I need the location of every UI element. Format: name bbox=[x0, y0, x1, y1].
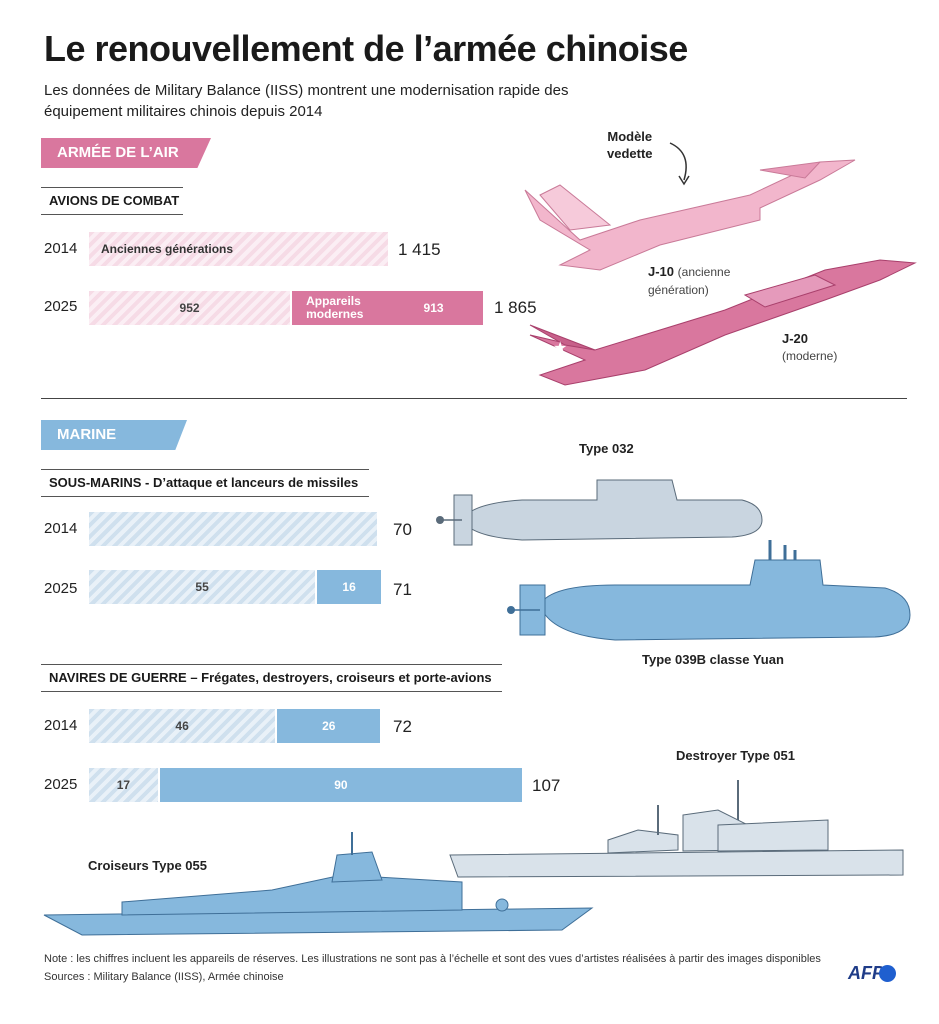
bar-submarines-2025-series0: 55 bbox=[89, 570, 316, 604]
type039b-name: Type 039B classe Yuan bbox=[642, 652, 784, 667]
section-tag-air: ARMÉE DE L’AIR bbox=[41, 138, 211, 168]
j20-label: J-20 (moderne) bbox=[782, 330, 837, 365]
j10-aircraft-illustration bbox=[524, 159, 856, 271]
total-2014-sub: 70 bbox=[393, 520, 412, 539]
section-tag-marine: MARINE bbox=[41, 420, 187, 450]
j20-aircraft-illustration: ★ bbox=[529, 259, 917, 386]
year-label-2014-ship: 2014 bbox=[44, 717, 78, 734]
bar-submarines-2025-series1: 16 bbox=[315, 570, 381, 604]
sources-text: Sources : Military Balance (IISS), Armée… bbox=[44, 971, 284, 983]
modern-aircraft-label: Appareils modernes bbox=[306, 294, 364, 321]
bar-value-label: 26 bbox=[322, 719, 336, 733]
page-subtitle: Les données de Military Balance (IISS) m… bbox=[44, 82, 569, 120]
featured-model-label: Modèle vedette bbox=[607, 128, 653, 162]
bar-combat-aircraft-2025-series0: 952 bbox=[89, 291, 291, 325]
bar-combat-aircraft-2014-series0: Anciennes générations bbox=[89, 232, 388, 266]
cruiser055-illustration bbox=[43, 832, 594, 936]
page-title: Le renouvellement de l’armée chinoise bbox=[44, 28, 688, 69]
chart-title-warships: NAVIRES DE GUERRE – Frégates, destroyers… bbox=[41, 664, 502, 692]
bar-warships-2014-series1: 26 bbox=[275, 709, 381, 743]
year-label-2025-ship: 2025 bbox=[44, 776, 78, 793]
j10-label: J-10 (ancienne génération) bbox=[648, 263, 730, 299]
type032-submarine-illustration bbox=[436, 479, 763, 546]
chart-title-submarines: SOUS-MARINS - D’attaque et lanceurs de m… bbox=[41, 469, 369, 497]
total-2025-ship: 107 bbox=[532, 776, 561, 795]
bar-combat-aircraft-2025-series1: Appareils modernes 913 bbox=[290, 291, 483, 325]
bar-warships-2014-series0: 46 bbox=[89, 709, 276, 743]
type032-label: Type 032 bbox=[579, 441, 634, 456]
year-label-2014-sub: 2014 bbox=[44, 520, 78, 537]
note-text: Note : les chiffres incluent les apparei… bbox=[44, 953, 821, 965]
bar-warships-2025-series1: 90 bbox=[157, 768, 522, 802]
j10-name: J-10 bbox=[648, 264, 675, 279]
footer-note: Note : les chiffres incluent les apparei… bbox=[44, 950, 821, 986]
year-label-2014-air: 2014 bbox=[44, 240, 78, 257]
bar-value-label: 952 bbox=[179, 301, 200, 315]
year-label-2025-sub: 2025 bbox=[44, 580, 78, 597]
destroyer051-name: Destroyer Type 051 bbox=[676, 748, 795, 763]
svg-text:★: ★ bbox=[553, 338, 567, 357]
type039b-label: Type 039B classe Yuan bbox=[642, 652, 784, 667]
destroyer051-label: Destroyer Type 051 bbox=[676, 748, 795, 763]
section-divider bbox=[41, 398, 907, 399]
bar-value-label: 46 bbox=[175, 719, 189, 733]
type039b-submarine-illustration bbox=[507, 540, 911, 641]
cruiser055-label: Croiseurs Type 055 bbox=[88, 858, 207, 873]
chart-title-combat-aircraft: AVIONS DE COMBAT bbox=[41, 187, 183, 215]
j10-desc-line1: (ancienne bbox=[677, 265, 731, 279]
year-label-2025-air: 2025 bbox=[44, 298, 78, 315]
type032-name: Type 032 bbox=[579, 441, 634, 456]
total-2025-air: 1 865 bbox=[494, 298, 537, 317]
featured-model-label-line2: vedette bbox=[607, 146, 653, 161]
destroyer051-illustration bbox=[449, 780, 904, 878]
bar-value-label: 55 bbox=[195, 580, 209, 594]
bar-value-label: 913 bbox=[423, 301, 444, 315]
total-2014-air: 1 415 bbox=[398, 240, 441, 259]
j20-desc: (moderne) bbox=[782, 349, 838, 363]
j10-desc-line2: génération) bbox=[648, 283, 709, 297]
total-2014-ship: 72 bbox=[393, 717, 412, 736]
bar-warships-2025-series0: 17 bbox=[89, 768, 158, 802]
total-2025-sub: 71 bbox=[393, 580, 412, 599]
afp-logo: AFP bbox=[848, 963, 884, 983]
cruiser055-name: Croiseurs Type 055 bbox=[88, 858, 207, 873]
j20-name: J-20 bbox=[782, 331, 809, 346]
bar-submarines-2014-series0 bbox=[89, 512, 377, 546]
pointer-arrow-icon bbox=[669, 142, 690, 186]
bar-value-label: Anciennes générations bbox=[101, 242, 234, 256]
featured-model-label-line1: Modèle bbox=[607, 129, 653, 144]
afp-logo-dot-icon bbox=[879, 965, 896, 982]
bar-value-label: 17 bbox=[116, 778, 131, 792]
bar-value-label: 16 bbox=[342, 580, 356, 594]
bar-value-label: 90 bbox=[334, 778, 348, 792]
